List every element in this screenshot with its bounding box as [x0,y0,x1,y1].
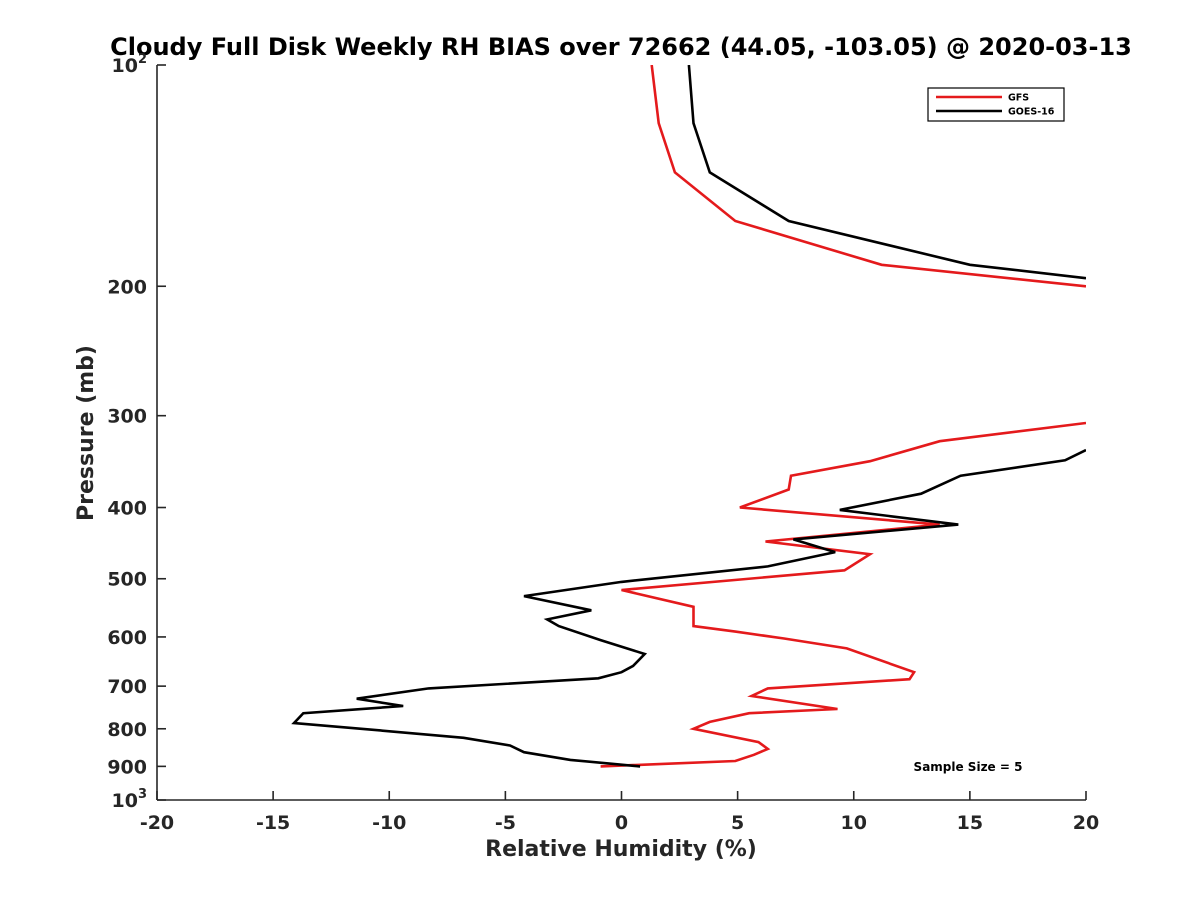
x-axis-label: Relative Humidity (%) [485,837,757,862]
series-line-gfs [650,65,1086,288]
y-tick-label: 700 [107,676,147,698]
y-tick-label: 102 [112,52,148,77]
series-line-goes-16 [687,65,1086,280]
sample-size-annotation: Sample Size = 5 [914,760,1023,774]
y-tick-label: 800 [107,719,147,741]
y-tick-label: 900 [107,756,147,778]
y-tick-label: 400 [107,498,147,520]
x-tick-label: 5 [731,812,744,834]
y-tick-label: 300 [107,406,147,428]
legend-box [927,87,1065,122]
series-line-goes-16 [291,448,1086,768]
x-tick-label: 0 [615,812,628,834]
legend-label: GOES-16 [1008,107,1055,118]
y-tick-label: 200 [107,276,147,298]
legend-label: GFS [1008,93,1029,104]
x-tick-label: -5 [495,812,516,834]
x-tick-label: -15 [256,812,290,834]
x-tick-label: -20 [140,812,174,834]
chart-title: Cloudy Full Disk Weekly RH BIAS over 726… [110,33,1132,61]
x-tick-label: 10 [841,812,867,834]
y-axis-label: Pressure (mb) [74,345,99,521]
y-tick-label: 600 [107,627,147,649]
x-tick-label: -10 [372,812,406,834]
x-tick-label: 20 [1073,812,1099,834]
series-line-gfs [600,421,1086,768]
plot-area: -20 -15 -10 -5 0 5 10 15 20 102 200 300 400 500 600 700… [107,52,1099,834]
y-tick-label: 103 [112,787,148,812]
y-tick-label: 500 [107,569,147,591]
x-tick-label: 15 [957,812,983,834]
